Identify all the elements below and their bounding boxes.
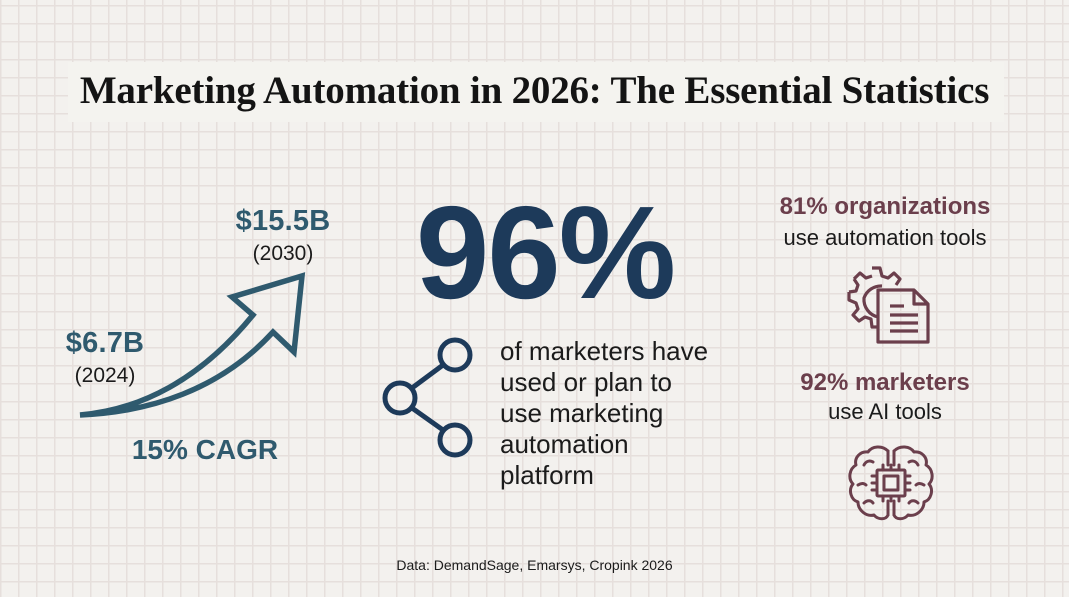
cagr-label: 15% CAGR (131, 434, 279, 465)
start-year: (2024) (74, 364, 136, 387)
title-band (68, 62, 1004, 122)
ai-tools-stat-headline: 92% marketers (800, 369, 970, 396)
data-source-footer: Data: DemandSage, Emarsys, Cropink 2026 (396, 557, 673, 573)
headline-percentage: 96% (415, 179, 676, 326)
share-nodes-icon (382, 337, 473, 458)
description-line: automation (500, 429, 629, 459)
headline-description: of marketers have used or plan to use ma… (500, 336, 740, 491)
ai-tools-stat-subtext: use AI tools (828, 399, 942, 424)
description-line: of marketers have (500, 336, 709, 366)
organizations-stat-subtext: use automation tools (783, 225, 987, 250)
brain-chip-icon (848, 445, 934, 521)
end-market-value: $15.5B (235, 205, 331, 237)
start-market-value: $6.7B (65, 327, 145, 359)
description-line: platform (500, 460, 594, 490)
page-title: Marketing Automation in 2026: The Essent… (79, 69, 990, 112)
gear-document-icon (847, 266, 930, 344)
organizations-stat-headline: 81% organizations (779, 193, 991, 220)
end-year: (2030) (252, 242, 314, 265)
description-line: used or plan to (500, 367, 673, 397)
description-line: use marketing (500, 398, 664, 428)
